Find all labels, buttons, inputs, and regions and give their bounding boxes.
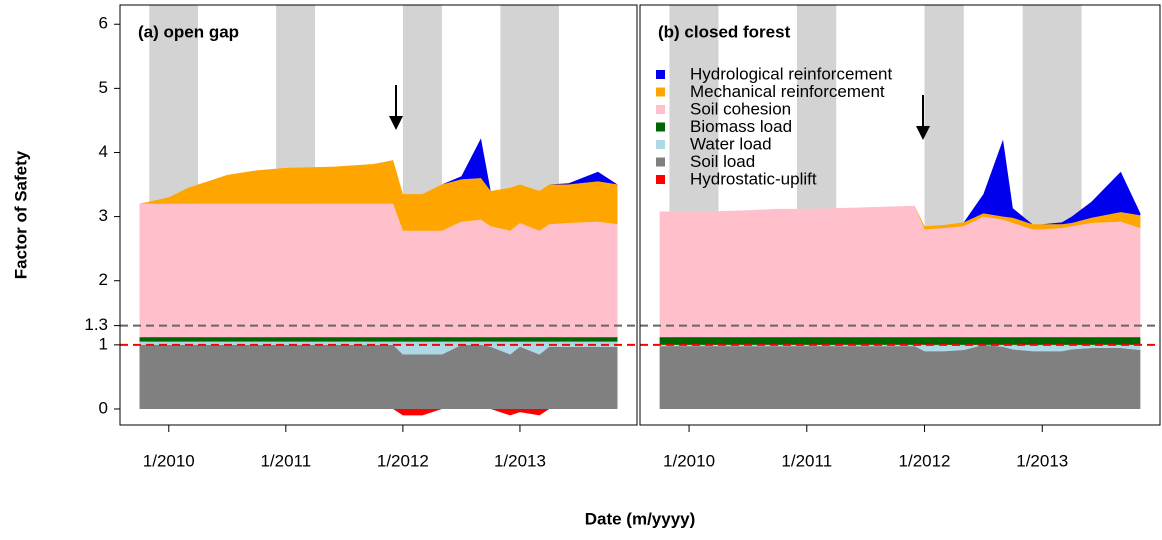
area-band — [139, 408, 618, 416]
x-tick-label: 1/2012 — [899, 451, 951, 470]
x-tick-label: 1/2013 — [494, 451, 546, 470]
area-band — [659, 139, 1141, 227]
y-tick-label: 2 — [99, 270, 108, 289]
arrow-head — [389, 116, 403, 130]
y-tick-label: 1.3 — [84, 315, 108, 334]
y-tick-label: 4 — [99, 142, 108, 161]
legend-swatch — [656, 70, 665, 79]
legend-swatch — [656, 140, 665, 149]
area-band — [659, 337, 1141, 345]
panel-frame — [639, 4, 1161, 426]
legend-swatch — [656, 175, 665, 184]
x-axis-label: Date (m/yyyy) — [585, 509, 696, 528]
area-band — [139, 203, 618, 338]
area-band — [139, 337, 618, 342]
legend-label: Mechanical reinforcement — [690, 82, 885, 101]
legend-label: Soil cohesion — [690, 99, 791, 118]
y-tick-label: 5 — [99, 78, 108, 97]
area-band — [139, 160, 618, 231]
legend-swatch — [656, 105, 665, 114]
legend-swatch — [656, 122, 665, 132]
x-tick-label: 1/2010 — [143, 451, 195, 470]
legend-label: Soil load — [690, 152, 755, 171]
panel-title: (a) open gap — [138, 22, 239, 41]
arrow-head — [916, 126, 930, 140]
area-band — [659, 205, 1141, 230]
legend-swatch — [656, 87, 665, 97]
panel-title: (b) closed forest — [658, 22, 791, 41]
x-tick-label: 1/2013 — [1016, 451, 1068, 470]
x-tick-label: 1/2011 — [260, 451, 311, 470]
area-band — [139, 344, 618, 409]
y-tick-label: 6 — [99, 14, 108, 33]
y-tick-label: 3 — [99, 206, 108, 225]
area-band — [659, 344, 1141, 409]
area-band — [659, 344, 1141, 352]
legend-label: Hydrostatic-uplift — [690, 169, 817, 188]
x-tick-label: 1/2010 — [663, 451, 715, 470]
legend-label: Hydrological reinforcement — [690, 64, 892, 83]
panel-frame — [119, 4, 638, 426]
y-axis-label: Factor of Safety — [11, 150, 30, 279]
x-tick-label: 1/2011 — [781, 451, 832, 470]
legend-swatch — [656, 157, 665, 167]
x-tick-label: 1/2012 — [377, 451, 429, 470]
y-tick-label: 1 — [99, 334, 108, 353]
legend-label: Biomass load — [690, 117, 792, 136]
y-tick-label: 0 — [99, 398, 108, 417]
area-band — [659, 205, 1141, 338]
legend-label: Water load — [690, 134, 772, 153]
